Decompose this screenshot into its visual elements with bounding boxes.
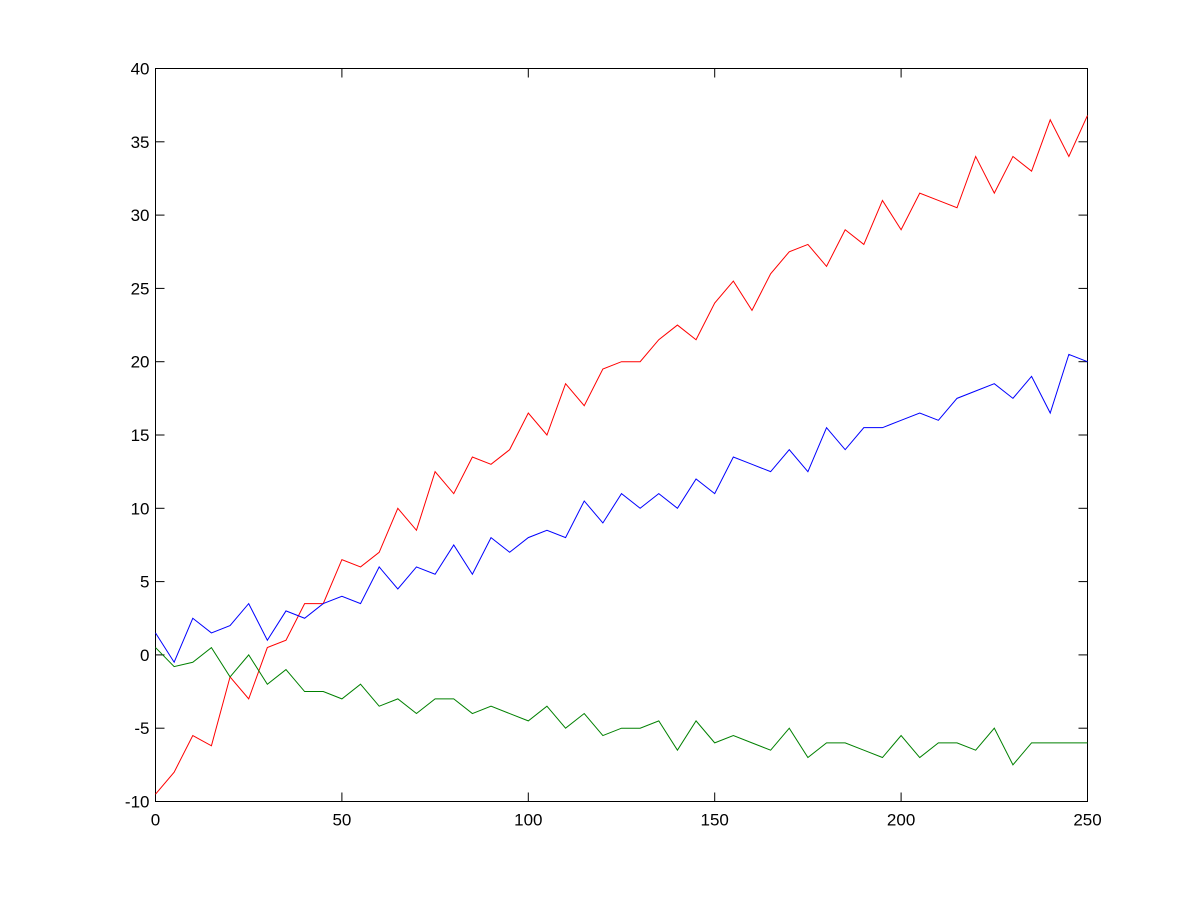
y-tick-label: 5 [140, 573, 149, 592]
y-tick-label: 25 [131, 279, 150, 298]
x-tick-label: 50 [332, 811, 351, 830]
x-tick-label: 250 [1073, 811, 1101, 830]
y-tick-label: -10 [125, 793, 150, 812]
y-tick-label: 30 [131, 206, 150, 225]
y-tick-label: -5 [134, 719, 149, 738]
y-tick-label: 40 [131, 60, 150, 79]
y-tick-label: 35 [131, 133, 150, 152]
x-tick-label: 150 [701, 811, 729, 830]
x-tick-label: 100 [514, 811, 542, 830]
plot-box [155, 68, 1088, 802]
line-series [155, 646, 1088, 766]
x-tick-label: 0 [151, 811, 160, 830]
y-tick-label: 0 [140, 646, 149, 665]
x-tick-label: 200 [887, 811, 915, 830]
y-tick-label: 10 [131, 499, 150, 518]
line-series [155, 353, 1088, 664]
y-tick-label: 20 [131, 353, 150, 372]
y-tick-label: 15 [131, 426, 150, 445]
line-series [155, 115, 1088, 795]
